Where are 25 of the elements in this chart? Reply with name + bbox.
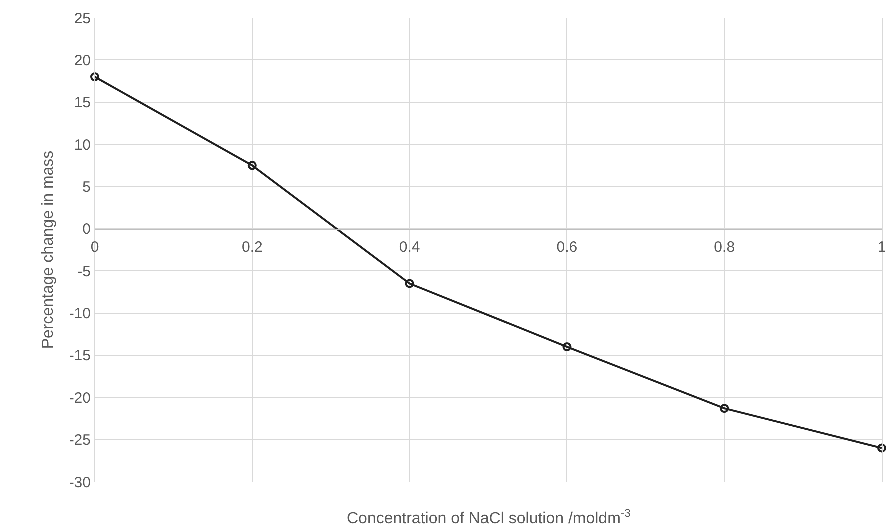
y-axis-title: Percentage change in mass — [40, 150, 57, 350]
y-tick-label: -25 — [69, 432, 91, 450]
point — [878, 444, 886, 453]
y-tick-label: 25 — [74, 10, 91, 28]
point — [90, 72, 100, 82]
y-tick-label: 20 — [74, 52, 91, 70]
y-tick-label: 0 — [82, 221, 91, 238]
y-tick-label: -10 — [69, 306, 91, 323]
x-tick-label: 1 — [878, 238, 886, 256]
y-tick-label: 15 — [74, 94, 91, 112]
y-tick-label: 10 — [74, 136, 91, 154]
x-tick-label: 0.8 — [714, 238, 736, 256]
x-tick-label: 0.4 — [399, 238, 420, 256]
point — [562, 342, 572, 352]
y-tick-label: -20 — [69, 390, 91, 407]
y-tick-label: -15 — [69, 348, 91, 365]
y-tick-label: 5 — [82, 178, 91, 196]
point — [720, 404, 730, 414]
x-tick-label: 0.2 — [242, 238, 263, 256]
point — [248, 161, 257, 170]
x-tick-label: 0.6 — [556, 238, 578, 256]
x-axis-title: Concentration of NaCl solution /moldm$^{-3}$ — [347, 508, 631, 528]
point — [405, 279, 414, 288]
y-tick-label: -5 — [78, 263, 91, 280]
y-tick-label: -30 — [69, 474, 91, 492]
